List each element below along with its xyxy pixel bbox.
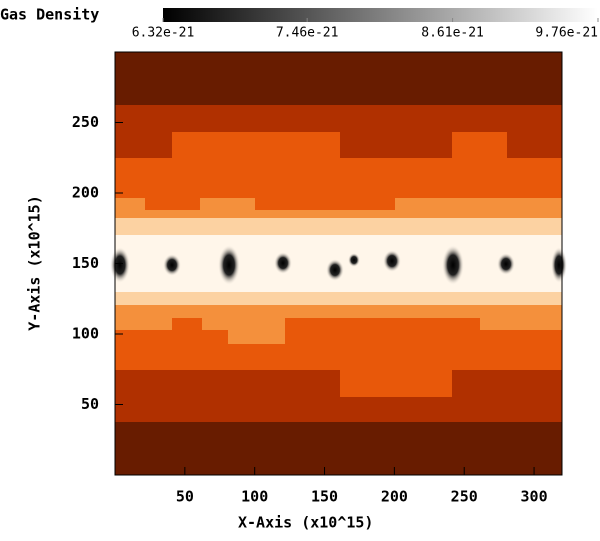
x-tick-label: 300 bbox=[521, 488, 548, 506]
x-tick-label: 50 bbox=[176, 488, 194, 506]
x-axis-label: X-Axis (x10^15) bbox=[238, 514, 373, 532]
y-tick-label: 50 bbox=[81, 395, 99, 413]
colorbar-tick-label: 9.76e-21 bbox=[535, 26, 598, 41]
y-axis-label: Y-Axis (x10^15) bbox=[26, 195, 44, 330]
x-tick-label: 200 bbox=[381, 488, 408, 506]
colorbar-tick-label: 6.32e-21 bbox=[132, 26, 195, 41]
y-tick-label: 150 bbox=[72, 254, 99, 272]
x-tick-label: 250 bbox=[451, 488, 478, 506]
colorbar-title: Gas Density bbox=[0, 6, 99, 24]
x-tick-label: 150 bbox=[311, 488, 338, 506]
colorbar-tick-label: 8.61e-21 bbox=[421, 26, 484, 41]
y-tick-label: 100 bbox=[72, 325, 99, 343]
x-tick-label: 100 bbox=[241, 488, 268, 506]
colorbar bbox=[163, 8, 598, 22]
colorbar-tick-label: 7.46e-21 bbox=[276, 26, 339, 41]
y-tick-label: 200 bbox=[72, 184, 99, 202]
density-field bbox=[110, 52, 567, 475]
y-tick-label: 250 bbox=[72, 113, 99, 131]
